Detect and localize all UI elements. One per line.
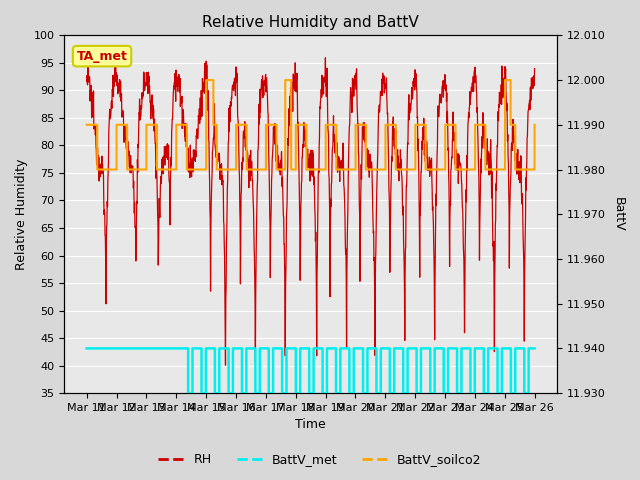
X-axis label: Time: Time bbox=[295, 419, 326, 432]
Legend: RH, BattV_met, BattV_soilco2: RH, BattV_met, BattV_soilco2 bbox=[154, 448, 486, 471]
Y-axis label: BattV: BattV bbox=[612, 197, 625, 231]
Title: Relative Humidity and BattV: Relative Humidity and BattV bbox=[202, 15, 419, 30]
Text: TA_met: TA_met bbox=[77, 49, 127, 63]
Y-axis label: Relative Humidity: Relative Humidity bbox=[15, 158, 28, 270]
